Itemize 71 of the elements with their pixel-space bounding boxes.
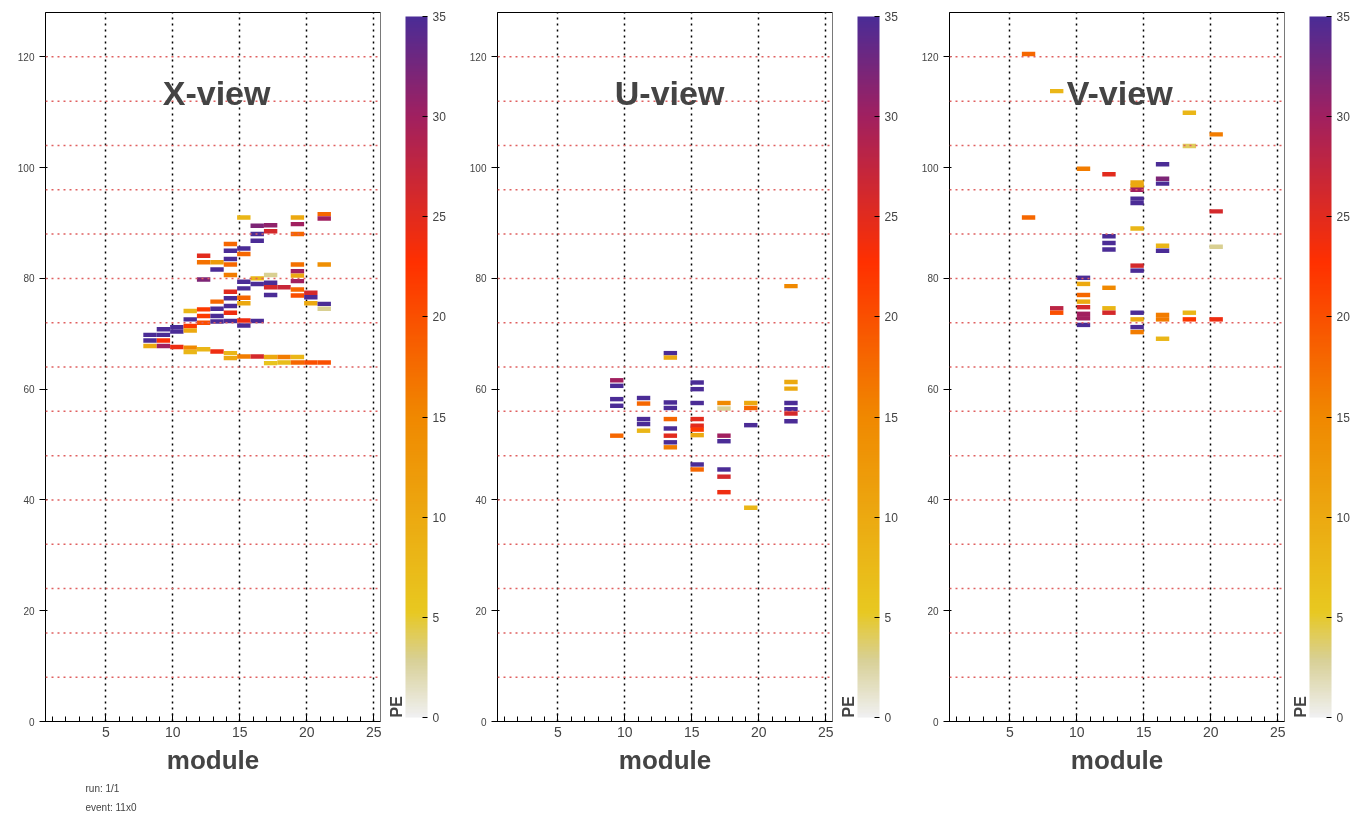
y-tick-label: 60 <box>23 384 35 396</box>
text: U-view <box>614 73 725 112</box>
x-tick-label: 20 <box>1203 723 1219 740</box>
color-bar-label: 10 <box>432 510 447 525</box>
x-tick-label: 25 <box>1270 723 1286 740</box>
color-bar-label: 30 <box>1336 110 1351 125</box>
x-tick-label: 15 <box>232 723 248 740</box>
color-bar-label: 30 <box>884 110 899 125</box>
x-axis-title: module <box>1070 744 1164 775</box>
color-bar-label: 10 <box>1336 510 1351 525</box>
y-tick-label: 100 <box>921 162 939 174</box>
color-bar-label: 0 <box>1336 711 1344 725</box>
color-bar-label: 15 <box>1336 410 1351 425</box>
color-bar-label: 20 <box>1336 310 1351 325</box>
color-bar-label: 35 <box>432 10 447 24</box>
text: event: 11x0 <box>85 801 137 813</box>
x-tick-label: 10 <box>617 723 633 740</box>
text: X-view <box>162 73 272 112</box>
y-tick-label: 0 <box>932 716 939 728</box>
x-tick-label: 10 <box>165 723 181 740</box>
y-tick-label: 100 <box>17 162 35 174</box>
x-axis-title: module <box>166 744 260 775</box>
color-bar-label: 25 <box>884 210 899 225</box>
x-tick-label: 25 <box>818 723 834 740</box>
y-tick-label: 120 <box>921 51 939 63</box>
y-tick-label: 100 <box>469 162 487 174</box>
color-bar-label: 20 <box>432 310 447 325</box>
color-bar-label: 25 <box>1336 210 1351 225</box>
y-tick-label: 80 <box>927 273 939 285</box>
y-tick-label: 20 <box>475 605 487 617</box>
text: V-view <box>1066 73 1174 112</box>
color-bar-label: 35 <box>884 10 899 24</box>
color-bar-label: 30 <box>432 110 447 125</box>
color-bar-label: 5 <box>432 610 440 625</box>
color-bar-label: 20 <box>884 310 899 325</box>
color-bar-label: 0 <box>884 711 892 725</box>
y-tick-label: 20 <box>23 605 35 617</box>
color-bar-label: 15 <box>884 410 899 425</box>
x-tick-label: 5 <box>101 723 110 740</box>
color-bar-label: 5 <box>1336 610 1344 625</box>
x-tick-label: 10 <box>1069 723 1085 740</box>
y-tick-label: 0 <box>480 716 487 728</box>
color-bar-label: 25 <box>432 210 447 225</box>
y-tick-label: 20 <box>927 605 939 617</box>
color-bar-title: PE <box>1291 695 1309 718</box>
color-bar-label: 35 <box>1336 10 1351 24</box>
color-bar-title: PE <box>839 695 857 718</box>
color-bar-label: 0 <box>432 711 440 725</box>
y-tick-label: 40 <box>23 494 35 506</box>
color-bar-label: 15 <box>432 410 447 425</box>
x-tick-label: 25 <box>366 723 382 740</box>
x-axis-title: module <box>618 744 712 775</box>
color-bar-label: 5 <box>884 610 892 625</box>
y-tick-label: 120 <box>469 51 487 63</box>
y-tick-label: 40 <box>927 494 939 506</box>
color-bar-title: PE <box>387 695 405 718</box>
y-tick-label: 80 <box>23 273 35 285</box>
y-tick-label: 120 <box>17 51 35 63</box>
y-tick-label: 80 <box>475 273 487 285</box>
x-tick-label: 20 <box>299 723 315 740</box>
color-bar-label: 10 <box>884 510 899 525</box>
y-tick-label: 60 <box>475 384 487 396</box>
x-tick-label: 20 <box>751 723 767 740</box>
text: run: 1/1 <box>85 782 120 794</box>
y-tick-label: 40 <box>475 494 487 506</box>
x-tick-label: 15 <box>1136 723 1152 740</box>
x-tick-label: 5 <box>553 723 562 740</box>
y-tick-label: 0 <box>28 716 35 728</box>
y-tick-label: 60 <box>927 384 939 396</box>
x-tick-label: 5 <box>1005 723 1014 740</box>
x-tick-label: 15 <box>684 723 700 740</box>
